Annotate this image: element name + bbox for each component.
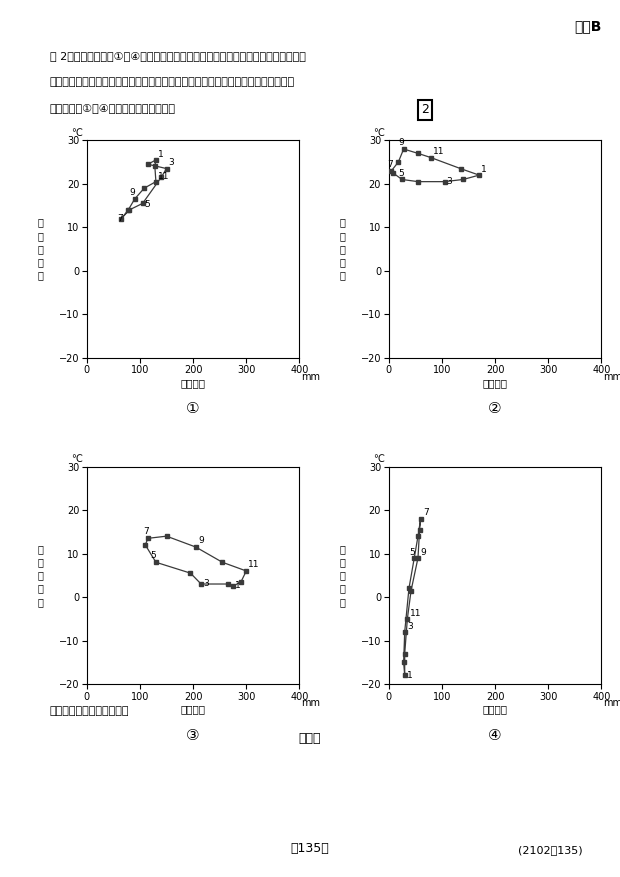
Text: 7: 7 bbox=[117, 214, 123, 223]
Text: 3: 3 bbox=[203, 580, 209, 588]
Text: 9: 9 bbox=[198, 536, 203, 545]
Text: 5: 5 bbox=[151, 551, 156, 560]
Text: 3: 3 bbox=[169, 158, 174, 168]
Text: 11: 11 bbox=[249, 560, 260, 569]
Text: 9: 9 bbox=[420, 547, 426, 557]
Text: ①: ① bbox=[186, 402, 200, 417]
Text: mm: mm bbox=[301, 698, 321, 709]
Text: 図　２: 図 ２ bbox=[299, 732, 321, 745]
Text: 温と月降水量をハイサーグラフで示したものである。ウに該当するものを，図: 温と月降水量をハイサーグラフで示したものである。ウに該当するものを，図 bbox=[50, 77, 294, 87]
Text: 問 2　次の図２中の①～④は，図１中のア～エのいずれかの地点における月平均気: 問 2 次の図２中の①～④は，図１中のア～エのいずれかの地点における月平均気 bbox=[50, 51, 306, 61]
Text: 5: 5 bbox=[144, 200, 151, 209]
Text: ２中の①～④のうちから一つ選べ。: ２中の①～④のうちから一つ選べ。 bbox=[50, 103, 175, 113]
Text: 地理B: 地理B bbox=[574, 19, 601, 33]
Text: 11: 11 bbox=[409, 609, 421, 617]
X-axis label: 月降水量: 月降水量 bbox=[180, 704, 206, 715]
Text: ℃: ℃ bbox=[71, 128, 82, 139]
X-axis label: 月降水量: 月降水量 bbox=[180, 378, 206, 389]
Text: 1: 1 bbox=[407, 671, 412, 680]
Text: mm: mm bbox=[603, 372, 620, 382]
Text: 11: 11 bbox=[158, 172, 169, 181]
Text: 月
平
均
気
温: 月 平 均 気 温 bbox=[37, 544, 43, 607]
Text: ④: ④ bbox=[489, 728, 502, 743]
Text: (2102－135): (2102－135) bbox=[518, 845, 583, 855]
Text: ℃: ℃ bbox=[373, 128, 384, 139]
Text: 9: 9 bbox=[398, 138, 404, 146]
Text: 5: 5 bbox=[398, 169, 404, 178]
Text: 3: 3 bbox=[446, 177, 453, 186]
Text: 月
平
均
気
温: 月 平 均 気 温 bbox=[37, 217, 43, 281]
Text: 1: 1 bbox=[235, 581, 241, 589]
Text: ℃: ℃ bbox=[373, 454, 384, 465]
Text: －135－: －135－ bbox=[291, 842, 329, 855]
Text: 7: 7 bbox=[387, 160, 393, 169]
Text: mm: mm bbox=[603, 698, 620, 709]
Text: 2: 2 bbox=[421, 103, 428, 117]
X-axis label: 月降水量: 月降水量 bbox=[482, 704, 508, 715]
Text: 1: 1 bbox=[481, 165, 487, 175]
Text: 5: 5 bbox=[409, 547, 415, 557]
Text: 11: 11 bbox=[433, 146, 445, 155]
Text: 3: 3 bbox=[407, 622, 412, 631]
Text: 7: 7 bbox=[144, 527, 149, 536]
Text: 気象庁の資料により作成。: 気象庁の資料により作成。 bbox=[50, 706, 129, 716]
X-axis label: 月降水量: 月降水量 bbox=[482, 378, 508, 389]
Text: mm: mm bbox=[301, 372, 321, 382]
Text: 9: 9 bbox=[130, 188, 135, 196]
Text: ②: ② bbox=[489, 402, 502, 417]
Text: 7: 7 bbox=[423, 509, 428, 517]
Text: 1: 1 bbox=[158, 150, 164, 159]
Text: ℃: ℃ bbox=[71, 454, 82, 465]
Text: 月
平
均
気
温: 月 平 均 気 温 bbox=[339, 544, 345, 607]
Text: ③: ③ bbox=[186, 728, 200, 743]
Text: 月
平
均
気
温: 月 平 均 気 温 bbox=[339, 217, 345, 281]
